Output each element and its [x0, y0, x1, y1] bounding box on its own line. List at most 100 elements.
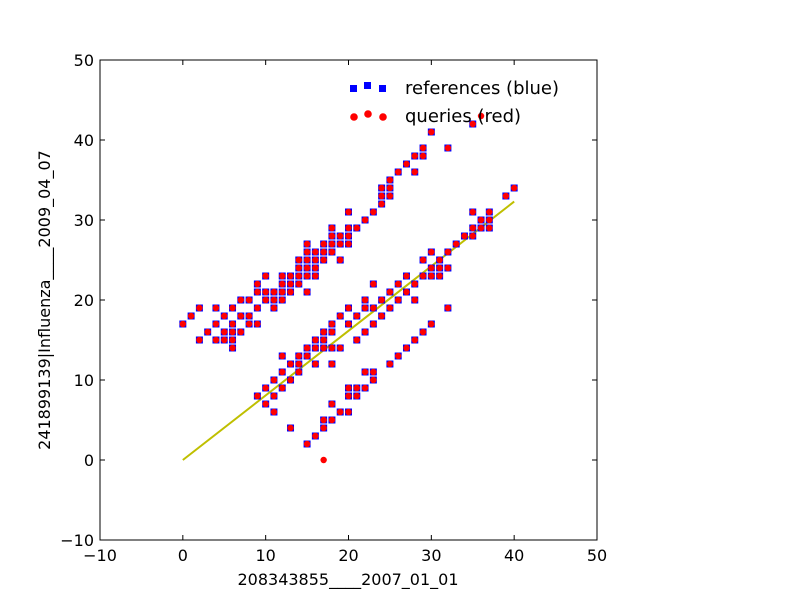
query-point	[212, 304, 220, 312]
query-point	[428, 128, 435, 136]
x-tick-label: 40	[504, 546, 524, 565]
query-point	[287, 360, 294, 368]
query-point	[486, 216, 493, 224]
x-tick-label: 20	[338, 546, 358, 565]
query-point	[262, 400, 269, 408]
query-point	[353, 392, 360, 400]
query-point	[428, 272, 435, 280]
query-point	[212, 336, 220, 344]
query-point	[221, 336, 228, 344]
query-point	[486, 224, 493, 232]
y-axis-ticks: −10 0 10 20 30 40 50	[60, 51, 597, 550]
query-point	[279, 288, 286, 296]
query-point	[279, 296, 286, 304]
query-point	[221, 328, 228, 336]
query-point	[419, 256, 427, 264]
query-point	[428, 264, 435, 272]
query-point	[320, 328, 327, 336]
query-point	[196, 336, 203, 344]
query-point	[312, 272, 319, 280]
query-point	[395, 296, 402, 304]
x-axis-ticks: −10 0 10 20 30 40 50	[83, 60, 607, 565]
query-point	[320, 416, 327, 424]
query-point	[337, 240, 344, 248]
query-point	[287, 424, 294, 432]
query-point	[295, 360, 302, 368]
query-point	[370, 304, 377, 312]
query-point	[436, 256, 443, 264]
query-point	[270, 392, 278, 400]
query-point	[270, 376, 278, 384]
query-point	[395, 280, 402, 288]
query-point	[469, 120, 476, 128]
query-point	[345, 304, 352, 312]
query-point	[361, 384, 369, 392]
plot-area	[100, 60, 597, 540]
query-point	[411, 296, 418, 304]
query-point	[303, 288, 311, 296]
legend-marker-square-1	[350, 85, 357, 92]
query-point	[312, 264, 319, 272]
query-point	[345, 320, 352, 328]
query-point	[370, 280, 377, 288]
query-point	[461, 232, 468, 240]
query-point	[477, 112, 485, 120]
query-point	[295, 368, 302, 376]
query-point	[229, 344, 236, 352]
query-point	[345, 224, 352, 232]
legend-marker-square-3	[379, 85, 386, 92]
query-point	[378, 192, 385, 200]
y-tick-label: −10	[60, 531, 94, 550]
query-point	[386, 176, 394, 184]
query-point	[287, 280, 294, 288]
query-point	[428, 320, 435, 328]
legend: references (blue) queries (red)	[350, 78, 559, 127]
query-point	[370, 376, 377, 384]
query-point	[262, 296, 269, 304]
query-point	[411, 280, 418, 288]
query-point	[262, 272, 269, 280]
query-point	[361, 368, 369, 376]
query-point	[337, 256, 344, 264]
query-point	[403, 288, 410, 296]
query-point	[270, 408, 278, 416]
query-point	[469, 232, 476, 240]
query-point	[378, 296, 385, 304]
query-point	[378, 200, 385, 208]
query-point	[411, 336, 418, 344]
query-point	[270, 304, 278, 312]
query-point	[328, 416, 336, 424]
query-point	[386, 288, 394, 296]
query-point	[279, 384, 286, 392]
query-point	[378, 184, 385, 192]
query-point	[337, 344, 344, 352]
query-point	[370, 320, 377, 328]
query-point	[303, 264, 311, 272]
legend-entry-references: references (blue)	[350, 78, 559, 99]
query-point	[436, 264, 443, 272]
query-point	[419, 152, 427, 160]
query-point	[345, 232, 352, 240]
query-point	[419, 144, 427, 152]
query-point	[221, 312, 228, 320]
query-point	[337, 232, 344, 240]
y-axis-label: 241899139|Influenza____2009_04_07	[35, 150, 55, 450]
query-point	[411, 168, 418, 176]
query-point	[279, 272, 286, 280]
query-point	[254, 320, 261, 328]
query-point	[386, 192, 394, 200]
query-point	[279, 368, 286, 376]
query-point	[270, 296, 278, 304]
query-point	[403, 344, 410, 352]
query-point	[320, 344, 327, 352]
query-point	[386, 184, 394, 192]
query-point	[353, 312, 360, 320]
y-tick-label: 30	[74, 211, 94, 230]
query-point	[386, 304, 394, 312]
query-point	[345, 392, 352, 400]
query-point	[254, 392, 261, 400]
query-point	[312, 344, 319, 352]
query-point	[279, 352, 286, 360]
query-point	[469, 224, 476, 232]
